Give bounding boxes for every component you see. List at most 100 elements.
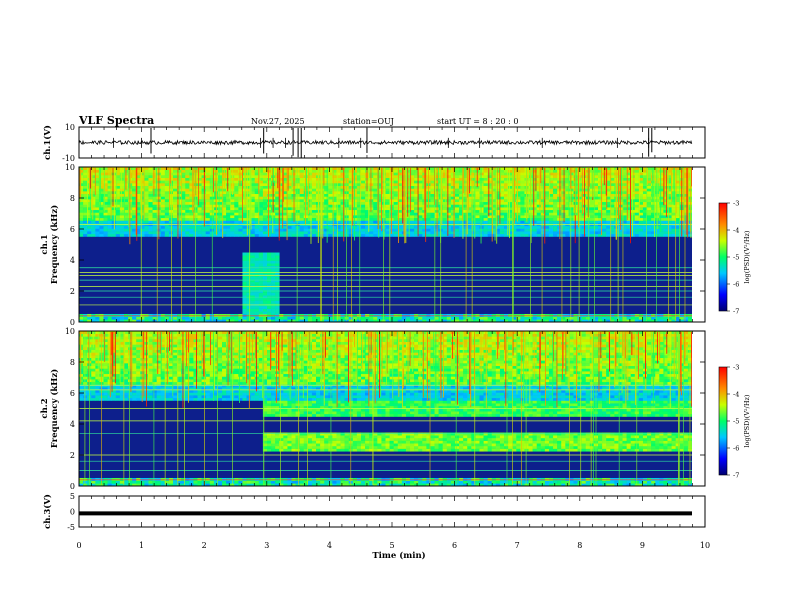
spectrogram-cell xyxy=(132,215,137,219)
spectrogram-cell xyxy=(504,185,509,189)
spectrogram-cell xyxy=(99,228,104,232)
spectrogram-cell xyxy=(295,188,300,192)
spectrogram-cell xyxy=(442,228,448,232)
spectrogram-cell xyxy=(230,199,235,203)
spectrogram-cell xyxy=(553,188,558,192)
spectrogram-cell xyxy=(348,201,354,205)
spectrogram-cell xyxy=(226,233,231,237)
spectrogram-cell xyxy=(683,233,689,237)
spectrogram-cell xyxy=(99,201,104,205)
spectrogram-cell xyxy=(275,281,280,285)
spectrogram-cell xyxy=(320,209,325,213)
spectrogram-cell xyxy=(303,212,309,216)
spectrogram-cell xyxy=(520,204,525,208)
spectrogram-cell xyxy=(426,233,431,237)
spectrogram-cell xyxy=(111,215,117,219)
spectrogram-cell xyxy=(687,225,693,229)
spectrogram-cell xyxy=(250,183,256,186)
spectrogram-cell xyxy=(397,207,403,211)
spectrogram-cell xyxy=(217,169,223,173)
spectrogram-cell xyxy=(532,228,538,232)
spectrogram-cell xyxy=(536,207,542,211)
spectrogram-cell xyxy=(585,316,591,320)
spectrogram-cell xyxy=(332,169,337,173)
spectrogram-cell xyxy=(197,212,202,216)
spectrogram-cell xyxy=(324,204,329,208)
spectrogram-cell xyxy=(266,316,272,320)
spectrogram-cell xyxy=(495,316,501,320)
spectrogram-cell xyxy=(365,201,370,205)
spectrogram-cell xyxy=(95,193,100,197)
spectrogram-cell xyxy=(593,172,599,176)
spectrogram-cell xyxy=(638,231,644,235)
spectrogram-cell xyxy=(197,217,202,221)
spectrogram-cell xyxy=(250,172,256,176)
spectrogram-cell xyxy=(111,193,117,197)
spectrogram-cell xyxy=(217,212,223,216)
spectrogram-cell xyxy=(683,225,689,229)
spectrogram-cell xyxy=(258,265,264,269)
spectrogram-cell xyxy=(508,172,513,176)
spectrogram-cell xyxy=(164,201,170,205)
spectrogram-cell xyxy=(246,292,251,296)
spectrogram-cell xyxy=(111,319,117,323)
spectrogram-cell xyxy=(516,201,521,205)
spectrogram-cell xyxy=(581,231,587,235)
spectrogram-cell xyxy=(91,188,96,192)
spectrogram-cell xyxy=(340,209,345,213)
spectrogram-cell xyxy=(459,191,464,195)
spectrogram-cell xyxy=(553,215,558,219)
spectrogram-cell xyxy=(246,225,251,229)
spectrogram-cell xyxy=(275,295,280,299)
spectrogram-cell xyxy=(487,191,493,195)
spectrogram-cell xyxy=(279,180,284,184)
spectrogram-cell xyxy=(275,199,280,203)
spectrogram-cell xyxy=(299,217,305,221)
spectrogram-cell xyxy=(266,319,272,323)
spectrogram-cell xyxy=(352,225,358,229)
spectrogram-cell xyxy=(348,183,354,186)
spectrogram-cell xyxy=(687,188,693,192)
spectrogram-cell xyxy=(148,201,153,205)
spectrogram-cell xyxy=(446,316,452,320)
spectrogram-cell xyxy=(540,207,546,211)
spectrogram-cell xyxy=(254,169,260,173)
spectrogram-cell xyxy=(79,172,84,176)
spectrogram-cell xyxy=(393,215,399,219)
spectrogram-cell xyxy=(581,175,587,178)
spectrogram-cell xyxy=(148,191,153,195)
spectrogram-cell xyxy=(234,177,239,181)
spectrogram-cell xyxy=(626,175,631,178)
spectrogram-cell xyxy=(463,196,468,200)
spectrogram-cell xyxy=(328,185,333,189)
spectrogram-cell xyxy=(254,217,260,221)
spectrogram-cell xyxy=(626,217,631,221)
spectrogram-cell xyxy=(254,257,260,261)
spectrogram-cell xyxy=(148,188,153,192)
spectrogram-cell xyxy=(119,215,125,219)
spectrogram-cell xyxy=(414,199,419,203)
spectrogram-cell xyxy=(291,231,296,235)
spectrogram-cell xyxy=(222,215,227,219)
spectrogram-cell xyxy=(544,319,550,323)
spectrogram-cell xyxy=(508,207,513,211)
spectrogram-cell xyxy=(418,188,423,192)
spectrogram-cell xyxy=(336,180,341,184)
spectrogram-cell xyxy=(369,177,374,181)
spectrogram-cell xyxy=(271,279,276,283)
spectrogram-cell xyxy=(397,209,403,213)
spectrogram-cell xyxy=(565,220,570,224)
spectrogram-cell xyxy=(548,196,554,200)
spectrogram-cell xyxy=(328,204,333,208)
spectrogram-cell xyxy=(577,231,582,235)
spectrogram-cell xyxy=(197,201,202,205)
spectrogram-cell xyxy=(234,215,239,219)
spectrogram-cell xyxy=(303,231,309,235)
spectrogram-cell xyxy=(532,180,538,184)
spectrogram-cell xyxy=(246,319,251,323)
spectrogram-cell xyxy=(638,183,644,186)
spectrogram-cell xyxy=(324,215,329,219)
spectrogram-cell xyxy=(397,225,403,229)
spectrogram-cell xyxy=(373,231,378,235)
spectrogram-cell xyxy=(675,231,681,235)
